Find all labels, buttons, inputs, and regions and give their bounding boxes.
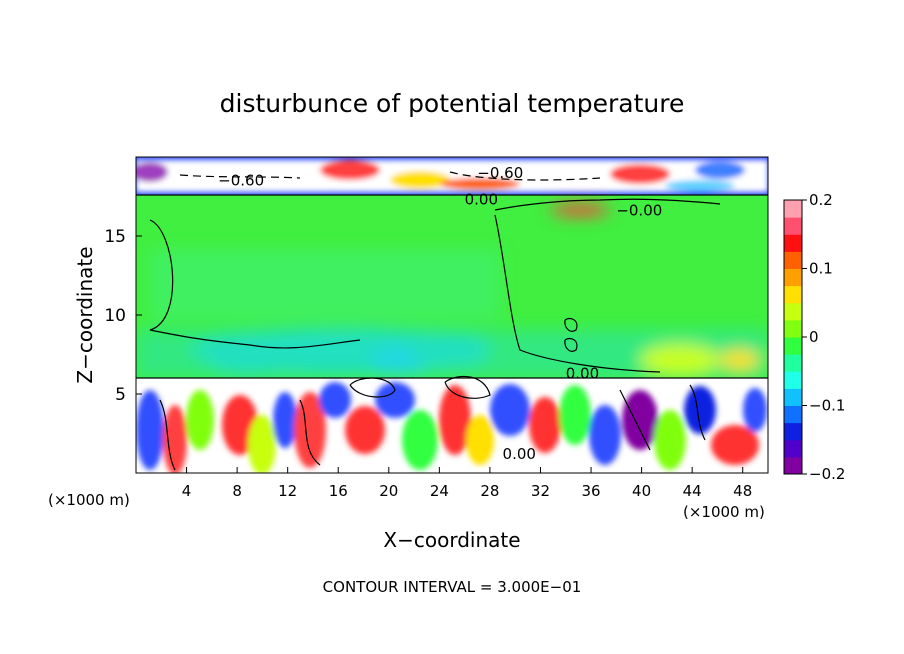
- y-tick-label: 10: [104, 306, 126, 326]
- y-tick-label: 5: [115, 385, 126, 405]
- x-axis-unit-left: (×1000 m): [48, 491, 130, 509]
- contour-label: −0.60: [218, 172, 264, 190]
- colorbar-swatch: [784, 388, 802, 406]
- x-tick-label: 32: [531, 482, 550, 500]
- contour-label: 0.00: [503, 445, 536, 463]
- x-tick-label: 24: [430, 482, 449, 500]
- colorbar-tick-label: −0.2: [809, 465, 845, 483]
- colorbar-swatch: [784, 217, 802, 235]
- colorbar-tick-label: 0: [809, 328, 819, 346]
- x-tick-label: 12: [278, 482, 297, 500]
- contour-interval-note: CONTOUR INTERVAL = 3.000E−01: [323, 578, 582, 596]
- contour-label: −0.60: [477, 164, 523, 182]
- colorbar-swatch: [784, 251, 802, 269]
- y-tick-label: 15: [104, 227, 126, 247]
- x-tick-label: 8: [232, 482, 242, 500]
- x-tick-label: 44: [683, 482, 702, 500]
- colorbar-swatch: [784, 337, 802, 355]
- colorbar: 0.2 0.1 0 −0.1 −0.2: [783, 191, 845, 483]
- x-tick-label: 16: [329, 482, 348, 500]
- x-axis-label: X−coordinate: [383, 528, 520, 552]
- y-axis-label: Z−coordinate: [73, 246, 97, 383]
- y-axis: 5 10 15: [104, 227, 142, 405]
- plot-area: −0.60 −0.60 0.00 −0.00 0.00 0.00: [136, 157, 768, 473]
- x-tick-label: 48: [733, 482, 752, 500]
- colorbar-segments: [784, 200, 802, 475]
- colorbar-swatch: [784, 302, 802, 321]
- x-axis: 4 8 12 16 20 24 28 32 36 40 44 48: [182, 467, 752, 500]
- colorbar-swatch: [784, 354, 802, 372]
- chart-title: disturbunce of potential temperature: [220, 89, 685, 118]
- colorbar-ticks: 0.2 0.1 0 −0.1 −0.2: [802, 191, 845, 483]
- colorbar-swatch: [784, 319, 802, 338]
- x-tick-label: 4: [182, 482, 192, 500]
- x-tick-label: 20: [379, 482, 398, 500]
- x-axis-unit-right: (×1000 m): [683, 503, 765, 521]
- x-tick-label: 36: [581, 482, 600, 500]
- colorbar-swatch: [784, 200, 802, 218]
- colorbar-swatch: [784, 268, 802, 287]
- mid-field-shading: [136, 204, 768, 378]
- contour-labels: −0.60 −0.60 0.00 −0.00 0.00 0.00: [218, 164, 662, 463]
- colorbar-swatch: [784, 405, 802, 424]
- x-tick-label: 28: [480, 482, 499, 500]
- contour-label: 0.00: [465, 191, 498, 209]
- boundary-layer: [136, 378, 768, 473]
- x-tick-label: 40: [632, 482, 651, 500]
- colorbar-swatch: [784, 371, 802, 389]
- colorbar-swatch: [784, 234, 802, 252]
- colorbar-swatch: [784, 456, 802, 475]
- colorbar-tick-label: 0.2: [809, 191, 833, 209]
- colorbar-swatch: [784, 439, 802, 458]
- colorbar-swatch: [784, 422, 802, 441]
- contour-lines: [136, 171, 768, 471]
- colorbar-tick-label: −0.1: [809, 397, 845, 415]
- contour-label: 0.00: [566, 364, 599, 382]
- colorbar-tick-label: 0.1: [809, 260, 833, 278]
- colorbar-swatch: [784, 285, 802, 304]
- stratosphere-band: [136, 157, 768, 195]
- contour-label: −0.00: [616, 202, 662, 220]
